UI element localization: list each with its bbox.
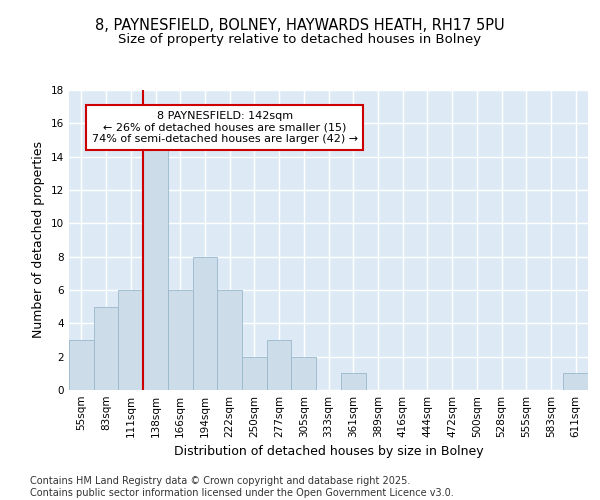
Y-axis label: Number of detached properties: Number of detached properties	[32, 142, 46, 338]
Bar	[118, 290, 143, 390]
Bar	[69, 340, 94, 390]
Text: 8 PAYNESFIELD: 142sqm
← 26% of detached houses are smaller (15)
74% of semi-deta: 8 PAYNESFIELD: 142sqm ← 26% of detached …	[92, 111, 358, 144]
Bar	[94, 306, 118, 390]
Bar	[168, 290, 193, 390]
Bar	[217, 290, 242, 390]
Text: Size of property relative to detached houses in Bolney: Size of property relative to detached ho…	[118, 32, 482, 46]
Bar	[242, 356, 267, 390]
Bar	[341, 374, 365, 390]
Bar	[563, 374, 588, 390]
Bar	[267, 340, 292, 390]
Text: Contains HM Land Registry data © Crown copyright and database right 2025.
Contai: Contains HM Land Registry data © Crown c…	[30, 476, 454, 498]
Bar	[193, 256, 217, 390]
Bar	[143, 140, 168, 390]
X-axis label: Distribution of detached houses by size in Bolney: Distribution of detached houses by size …	[173, 446, 484, 458]
Text: 8, PAYNESFIELD, BOLNEY, HAYWARDS HEATH, RH17 5PU: 8, PAYNESFIELD, BOLNEY, HAYWARDS HEATH, …	[95, 18, 505, 32]
Bar	[292, 356, 316, 390]
